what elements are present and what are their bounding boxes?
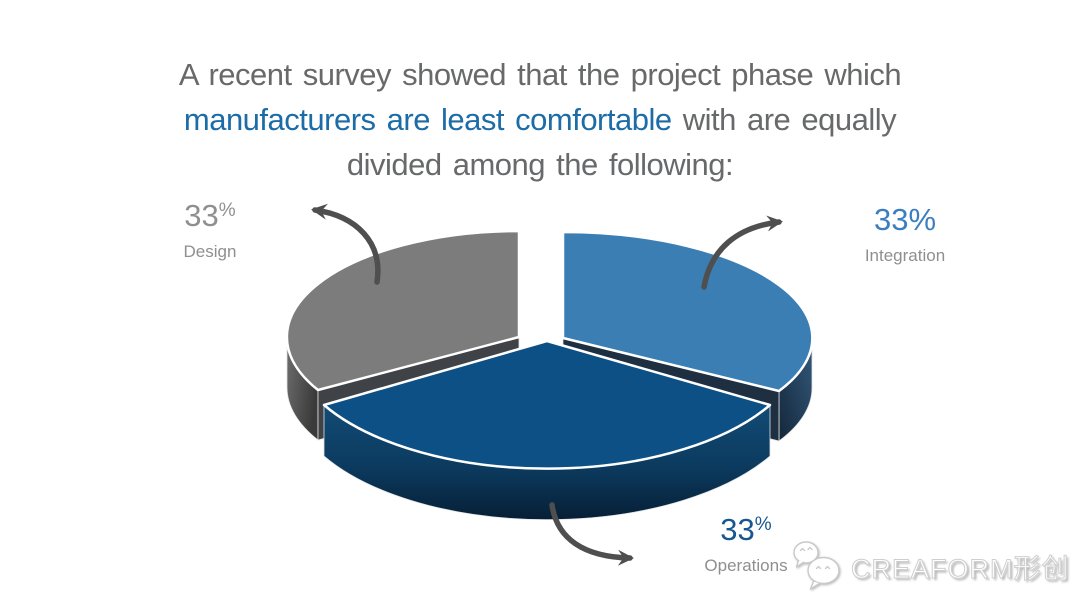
title-line-3: divided among the following:	[0, 142, 1080, 187]
integration-arrow-icon	[701, 215, 783, 290]
integration-value-number: 33	[873, 202, 909, 237]
integration-value: 33%	[840, 202, 970, 238]
design-label: 33% Design	[145, 198, 275, 262]
integration-slice-top	[561, 230, 814, 393]
operations-arrow-icon	[549, 502, 634, 566]
title-line-2-rest: with are equally	[671, 102, 897, 137]
operations-value-number: 33	[720, 512, 755, 547]
pie-slice-operations	[322, 339, 772, 520]
watermark-brand-text: CREAFORM形创	[851, 553, 1070, 584]
title-line-1: A recent survey showed that the project …	[0, 52, 1080, 97]
integration-name: Integration	[864, 246, 946, 265]
title-highlight-text: manufacturers are least comfortable	[183, 102, 672, 137]
design-arrow-icon	[311, 203, 381, 285]
design-value: 33%	[145, 198, 275, 234]
watermark: CREAFORM形创	[790, 536, 1070, 596]
integration-label: 33% Integration	[840, 202, 970, 266]
slide-title: A recent survey showed that the project …	[0, 52, 1080, 187]
wechat-icon	[793, 541, 840, 590]
title-line-1-text: A recent survey showed that the project …	[178, 57, 902, 92]
title-line-2: manufacturers are least comfortable with…	[0, 97, 1080, 142]
operations-label: 33% Operations	[681, 512, 811, 576]
operations-name: Operations	[704, 556, 788, 575]
operations-value-unit: %	[754, 514, 772, 535]
design-slice-top	[285, 229, 521, 392]
design-value-number: 33	[184, 198, 219, 233]
operations-value: 33%	[681, 512, 811, 548]
design-value-unit: %	[218, 200, 236, 221]
callout-arrows	[311, 203, 783, 566]
title-line-3-text: divided among the following:	[346, 147, 734, 182]
operations-slice-top	[322, 339, 772, 470]
integration-value-unit: %	[908, 202, 937, 237]
design-name: Design	[183, 242, 237, 261]
